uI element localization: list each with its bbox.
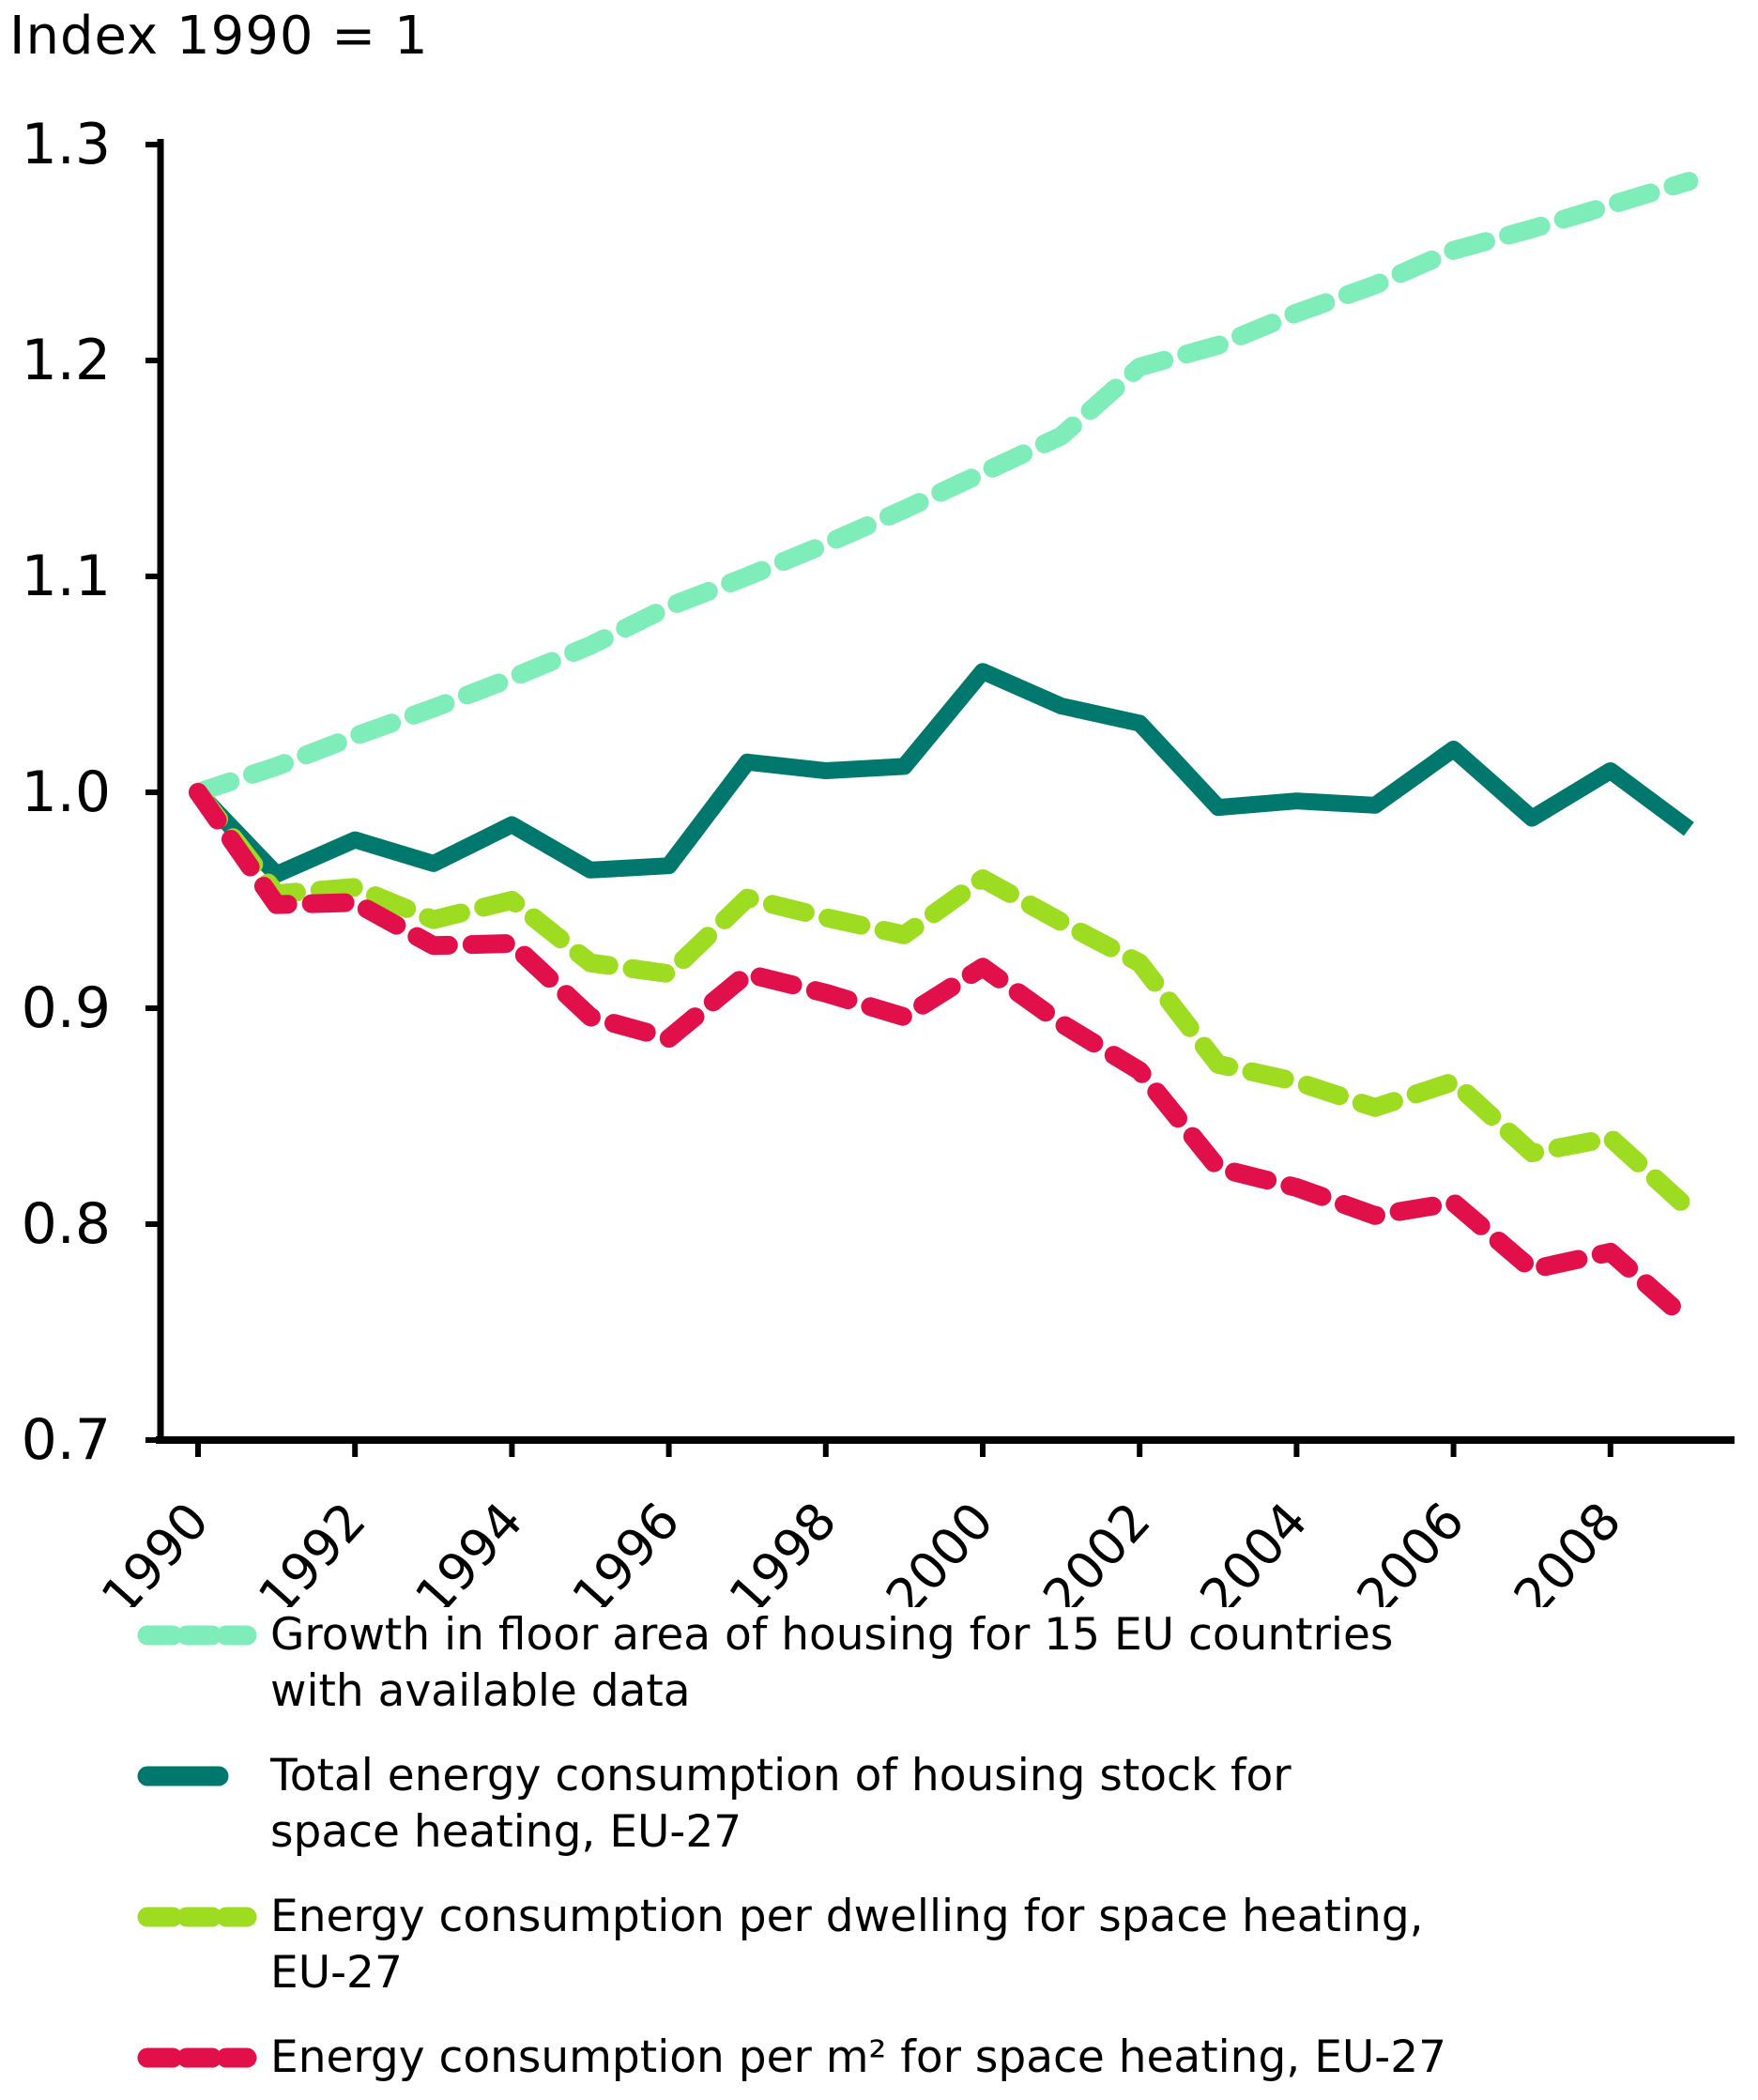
legend-item-total-energy: Total energy consumption of housing stoc… [136, 1748, 1657, 1861]
legend-item-floor-area: Growth in floor area of housing for 15 E… [136, 1607, 1657, 1720]
x-tick-label: 2002 [1032, 1492, 1162, 1607]
legend-label-per-dwelling: Energy consumption per dwelling for spac… [270, 1889, 1424, 2001]
legend-label-line: Total energy consumption of housing stoc… [270, 1750, 1292, 1801]
legend-item-per-m2: Energy consumption per m² for space heat… [136, 2030, 1657, 2086]
series-line-per-m2 [189, 783, 1699, 1331]
series-line-total-energy [191, 663, 1694, 883]
series-line-per-dwelling [189, 783, 1699, 1219]
chart-legend: Growth in floor area of housing for 15 E… [136, 1607, 1657, 2086]
legend-label-line: Growth in floor area of housing for 15 E… [270, 1609, 1394, 1661]
total-energy-solid-line-icon [137, 1766, 229, 1786]
x-tick-label: 1998 [718, 1492, 848, 1607]
legend-label-line: with available data [270, 1665, 691, 1717]
x-tick-label: 2000 [875, 1492, 1005, 1607]
y-tick-label: 1.2 [22, 328, 111, 393]
chart-title: Index 1990 = 1 [9, 6, 429, 67]
legend-label-line: Energy consumption per dwelling for spac… [270, 1891, 1424, 1942]
y-tick-label: 1.3 [22, 112, 111, 177]
y-tick-label: 1.0 [22, 759, 111, 825]
y-tick-label: 0.8 [22, 1191, 111, 1257]
x-tick-label: 2004 [1188, 1492, 1319, 1607]
legend-label-line: EU-27 [270, 1947, 403, 1999]
x-tick-label: 1990 [90, 1492, 221, 1607]
x-tick-label: 2006 [1345, 1492, 1475, 1607]
legend-label-line: space heating, EU-27 [270, 1806, 742, 1858]
x-tick-label: 1992 [247, 1492, 377, 1607]
x-tick-label: 1994 [404, 1492, 534, 1607]
y-tick-label: 0.7 [22, 1407, 111, 1473]
legend-label-line: Energy consumption per m² for space heat… [270, 2031, 1447, 2083]
x-tick-label: 2008 [1503, 1492, 1633, 1607]
per-m2-dashed-line-icon [137, 2047, 257, 2068]
floor-area-dashed-line-icon [137, 1625, 257, 1646]
legend-item-per-dwelling: Energy consumption per dwelling for spac… [136, 1889, 1657, 2001]
legend-label-total-energy: Total energy consumption of housing stoc… [270, 1748, 1292, 1861]
series-line-floor-area [189, 172, 1699, 802]
per-dwelling-dashed-line-icon [137, 1907, 257, 1927]
legend-label-floor-area: Growth in floor area of housing for 15 E… [270, 1607, 1393, 1720]
line-chart: 1.3 1.2 1.1 1.0 0.9 0.8 0.7 1990 1992 1994 1996 199… [22, 112, 1735, 1607]
y-tick-label: 1.1 [22, 544, 111, 609]
legend-label-per-m2: Energy consumption per m² for space heat… [270, 2030, 1446, 2086]
y-tick-label: 0.9 [22, 975, 111, 1041]
x-tick-label: 1996 [560, 1492, 691, 1607]
